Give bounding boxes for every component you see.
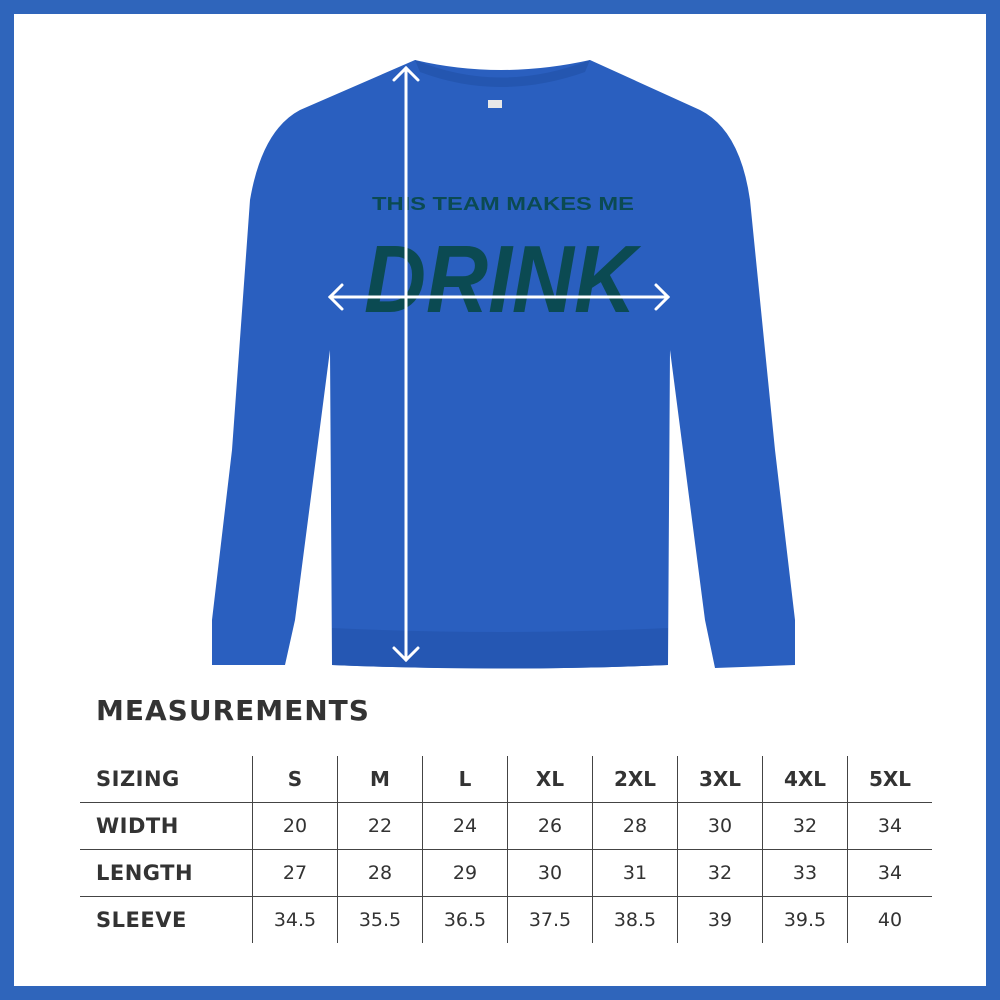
size-header: 3XL	[677, 756, 763, 803]
cell: 36.5	[422, 896, 508, 943]
size-header: XL	[507, 756, 593, 803]
size-header: M	[337, 756, 423, 803]
size-header: S	[252, 756, 338, 803]
cell: 26	[507, 802, 593, 850]
cell: 30	[507, 849, 593, 897]
table-row: SLEEVE 34.5 35.5 36.5 37.5 38.5 39 39.5 …	[80, 896, 932, 943]
print-graphic: THIS TEAM MAKES ME DRINK	[364, 194, 642, 333]
cell: 39	[677, 896, 763, 943]
cell: 34.5	[252, 896, 338, 943]
cell: 35.5	[337, 896, 423, 943]
cell: 27	[252, 849, 338, 897]
cell: 32	[677, 849, 763, 897]
row-label: SLEEVE	[96, 908, 187, 932]
cell: 32	[762, 802, 848, 850]
row-label: LENGTH	[80, 849, 253, 897]
cell: 38.5	[592, 896, 678, 943]
cell: 28	[592, 802, 678, 850]
cell: 28	[337, 849, 423, 897]
table-header-row: SIZING S M L XL 2XL 3XL 4XL 5XL	[80, 756, 932, 803]
sweatshirt	[212, 60, 795, 669]
cell: 37.5	[507, 896, 593, 943]
table-row: WIDTH 20 22 24 26 28 30 32 34	[80, 802, 932, 850]
row-label: WIDTH	[80, 802, 253, 850]
cell: 34	[847, 849, 932, 897]
table-row: LENGTH 27 28 29 30 31 32 33 34	[80, 849, 932, 897]
cell: 29	[422, 849, 508, 897]
cell: 20	[252, 802, 338, 850]
cell: 33	[762, 849, 848, 897]
cell: 40	[847, 896, 932, 943]
size-chart: SIZING S M L XL 2XL 3XL 4XL 5XL WIDTH 20…	[80, 756, 932, 943]
cell: 30	[677, 802, 763, 850]
size-header: 5XL	[847, 756, 932, 803]
row-label: SIZING	[80, 756, 253, 803]
size-header: L	[422, 756, 508, 803]
print-line1: THIS TEAM MAKES ME	[372, 194, 634, 214]
size-header: 4XL	[762, 756, 848, 803]
cell: 31	[592, 849, 678, 897]
cell: 39.5	[762, 896, 848, 943]
measurements-title: MEASUREMENTS	[96, 694, 370, 727]
size-header: 2XL	[592, 756, 678, 803]
measure-arrows	[327, 65, 671, 663]
label-tag	[488, 100, 502, 108]
print-line2: DRINK	[364, 226, 642, 333]
cell: 22	[337, 802, 423, 850]
cell: 34	[847, 802, 932, 850]
cell: 24	[422, 802, 508, 850]
